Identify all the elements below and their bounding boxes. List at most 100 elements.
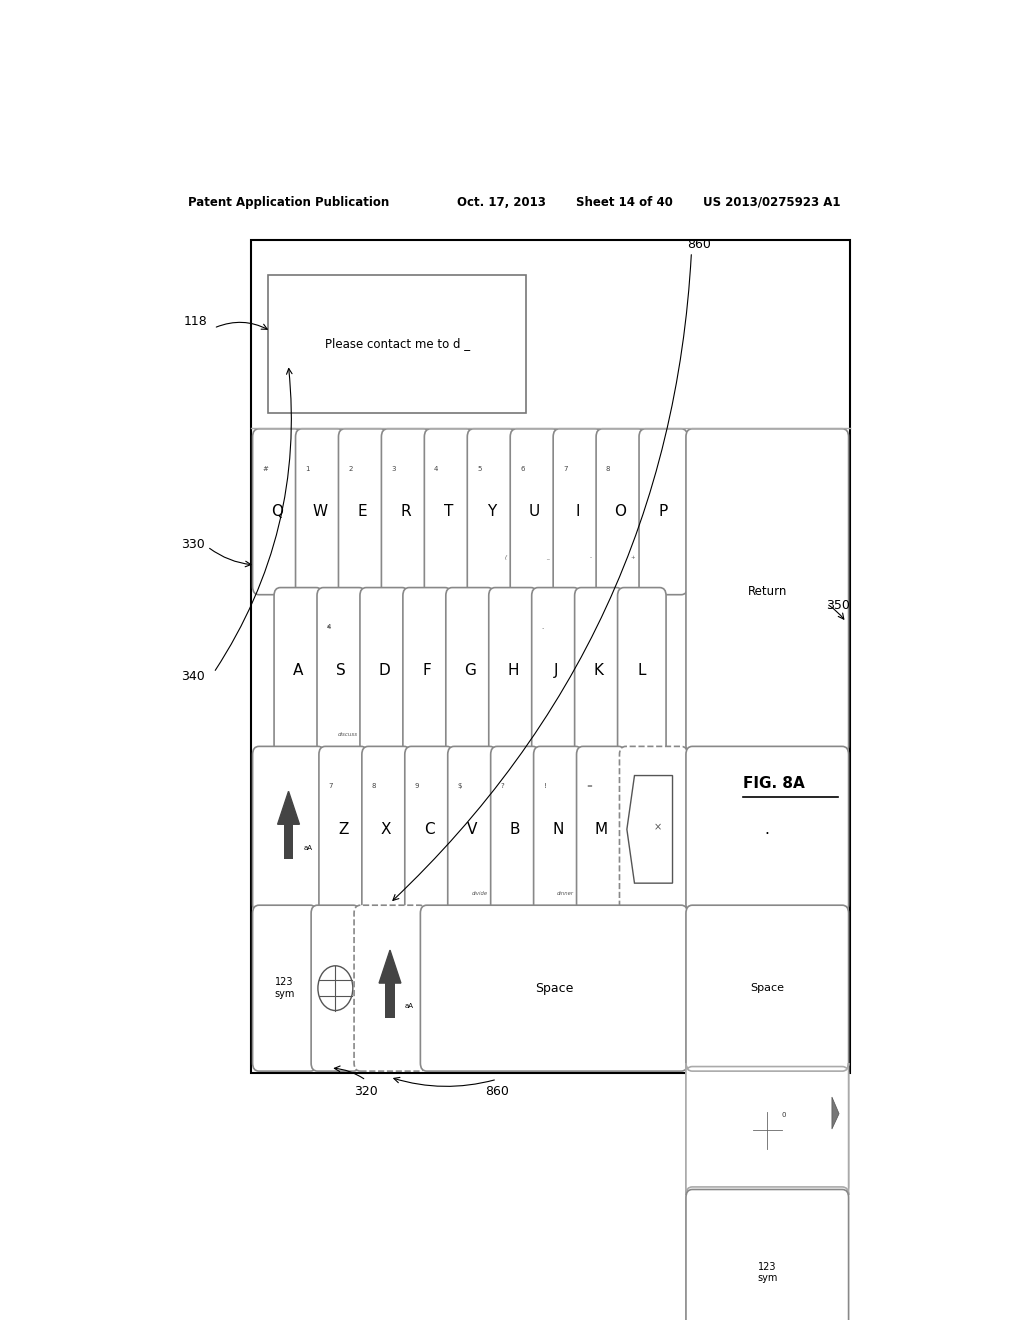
Text: 123
sym: 123 sym: [274, 977, 295, 999]
FancyBboxPatch shape: [381, 429, 430, 595]
FancyBboxPatch shape: [490, 746, 540, 912]
FancyBboxPatch shape: [553, 429, 602, 595]
Text: FIG. 8A: FIG. 8A: [743, 776, 805, 791]
Text: I: I: [575, 504, 580, 519]
Text: aA: aA: [303, 845, 312, 850]
Text: US 2013/0275923 A1: US 2013/0275923 A1: [703, 195, 841, 209]
Text: L: L: [638, 663, 646, 678]
Text: 4: 4: [434, 466, 438, 471]
Text: Y: Y: [486, 504, 497, 519]
Text: M: M: [594, 822, 607, 837]
Text: discuss: discuss: [338, 733, 357, 738]
Text: .: .: [542, 624, 544, 631]
Text: D: D: [378, 663, 390, 678]
FancyBboxPatch shape: [296, 429, 344, 595]
FancyBboxPatch shape: [531, 587, 581, 754]
Polygon shape: [831, 1097, 839, 1129]
Text: T: T: [444, 504, 454, 519]
Text: H: H: [507, 663, 519, 678]
FancyBboxPatch shape: [686, 1189, 849, 1320]
FancyBboxPatch shape: [686, 429, 849, 754]
Text: $: $: [458, 783, 462, 789]
FancyBboxPatch shape: [385, 982, 395, 1018]
Text: *: *: [327, 624, 330, 631]
Text: Q: Q: [270, 504, 283, 519]
Text: 340: 340: [181, 671, 205, 684]
Text: V: V: [467, 822, 477, 837]
Text: K: K: [594, 663, 604, 678]
FancyBboxPatch shape: [251, 240, 850, 1073]
Text: Oct. 17, 2013: Oct. 17, 2013: [458, 195, 546, 209]
Text: Patent Application Publication: Patent Application Publication: [187, 195, 389, 209]
Text: N: N: [552, 822, 563, 837]
Text: 0: 0: [781, 1111, 786, 1118]
Text: Return: Return: [748, 585, 787, 598]
Text: B: B: [510, 822, 520, 837]
Text: 320: 320: [354, 1085, 378, 1098]
FancyBboxPatch shape: [639, 429, 687, 595]
Text: aA: aA: [404, 1003, 414, 1010]
Text: =: =: [587, 783, 592, 789]
FancyBboxPatch shape: [317, 587, 366, 754]
Polygon shape: [379, 950, 401, 983]
Text: U: U: [528, 504, 540, 519]
FancyBboxPatch shape: [445, 587, 495, 754]
Text: 8: 8: [606, 466, 610, 471]
Text: 7: 7: [563, 466, 567, 471]
Text: divide: divide: [472, 891, 488, 896]
Text: _: _: [547, 556, 549, 561]
FancyBboxPatch shape: [686, 1063, 849, 1195]
FancyBboxPatch shape: [534, 746, 582, 912]
Text: Space: Space: [535, 982, 573, 995]
Text: F: F: [423, 663, 431, 678]
FancyBboxPatch shape: [467, 429, 516, 595]
FancyBboxPatch shape: [421, 906, 687, 1071]
Text: S: S: [336, 663, 346, 678]
FancyBboxPatch shape: [268, 276, 526, 413]
Text: C: C: [424, 822, 434, 837]
FancyBboxPatch shape: [253, 906, 316, 1071]
FancyBboxPatch shape: [360, 587, 409, 754]
Text: Space: Space: [751, 983, 784, 993]
Text: Please contact me to d _: Please contact me to d _: [325, 338, 470, 350]
Text: W: W: [312, 504, 328, 519]
FancyBboxPatch shape: [686, 746, 849, 912]
FancyBboxPatch shape: [686, 1067, 849, 1195]
Text: 860: 860: [485, 1085, 509, 1098]
FancyBboxPatch shape: [488, 587, 538, 754]
Text: 3: 3: [391, 466, 395, 471]
Text: 860: 860: [687, 239, 712, 251]
Text: dinner: dinner: [557, 891, 574, 896]
Text: A: A: [293, 663, 303, 678]
FancyBboxPatch shape: [620, 746, 687, 912]
Text: 5: 5: [477, 466, 481, 471]
FancyBboxPatch shape: [311, 906, 359, 1071]
FancyBboxPatch shape: [596, 429, 644, 595]
Text: #: #: [262, 466, 268, 471]
Text: (: (: [504, 556, 506, 561]
FancyBboxPatch shape: [361, 746, 411, 912]
Text: 118: 118: [183, 314, 207, 327]
Text: 2: 2: [348, 466, 352, 471]
FancyBboxPatch shape: [274, 587, 323, 754]
FancyBboxPatch shape: [510, 429, 559, 595]
FancyBboxPatch shape: [339, 429, 387, 595]
FancyBboxPatch shape: [617, 587, 666, 754]
Text: ?: ?: [501, 783, 504, 789]
FancyBboxPatch shape: [404, 746, 454, 912]
FancyBboxPatch shape: [253, 429, 301, 595]
FancyBboxPatch shape: [577, 746, 625, 912]
Text: G: G: [464, 663, 476, 678]
Text: -: -: [590, 556, 592, 561]
Text: Z: Z: [338, 822, 348, 837]
Text: 330: 330: [181, 539, 205, 552]
FancyBboxPatch shape: [447, 746, 497, 912]
Text: 350: 350: [826, 599, 850, 612]
FancyBboxPatch shape: [354, 906, 426, 1071]
Text: X: X: [381, 822, 391, 837]
Text: O: O: [614, 504, 627, 519]
FancyBboxPatch shape: [284, 824, 294, 859]
FancyBboxPatch shape: [424, 429, 473, 595]
Polygon shape: [278, 791, 299, 824]
FancyBboxPatch shape: [574, 587, 624, 754]
